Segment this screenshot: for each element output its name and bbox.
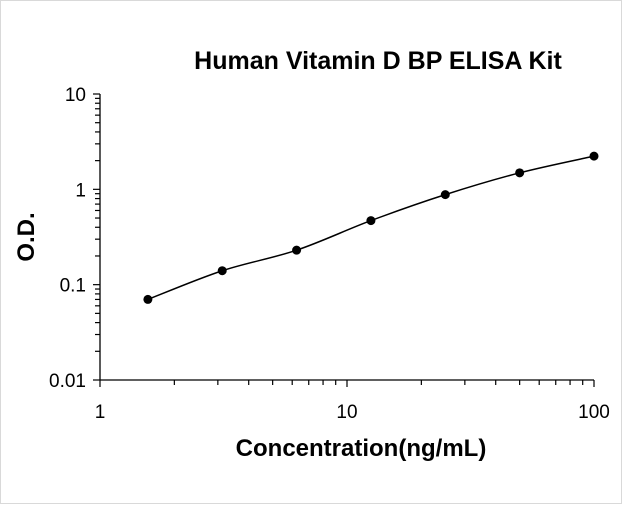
- fit-curve: [147, 155, 595, 301]
- data-point: [589, 151, 599, 161]
- data-point: [143, 294, 153, 304]
- data-point: [292, 245, 302, 255]
- data-point: [515, 168, 525, 178]
- x-tick-label: 100: [578, 402, 610, 423]
- x-tick-label: 1: [95, 402, 106, 423]
- x-axis-title: Concentration(ng/mL): [236, 435, 487, 462]
- x-tick-label: 10: [336, 402, 357, 423]
- y-axis-title: O.D.: [13, 212, 40, 261]
- axis-ticks: [93, 93, 595, 387]
- axis-tick-labels: 1 10 100 0.01 0.1 1 10: [49, 85, 610, 423]
- y-tick-label: 0.1: [60, 276, 86, 297]
- data-point: [217, 266, 227, 276]
- y-tick-label: 10: [65, 85, 86, 106]
- chart-title: Human Vitamin D BP ELISA Kit: [194, 47, 562, 75]
- y-tick-label: 1: [75, 180, 86, 201]
- data-points: [143, 151, 599, 304]
- data-point: [366, 216, 376, 226]
- y-tick-label: 0.01: [49, 371, 86, 392]
- data-point: [440, 190, 450, 200]
